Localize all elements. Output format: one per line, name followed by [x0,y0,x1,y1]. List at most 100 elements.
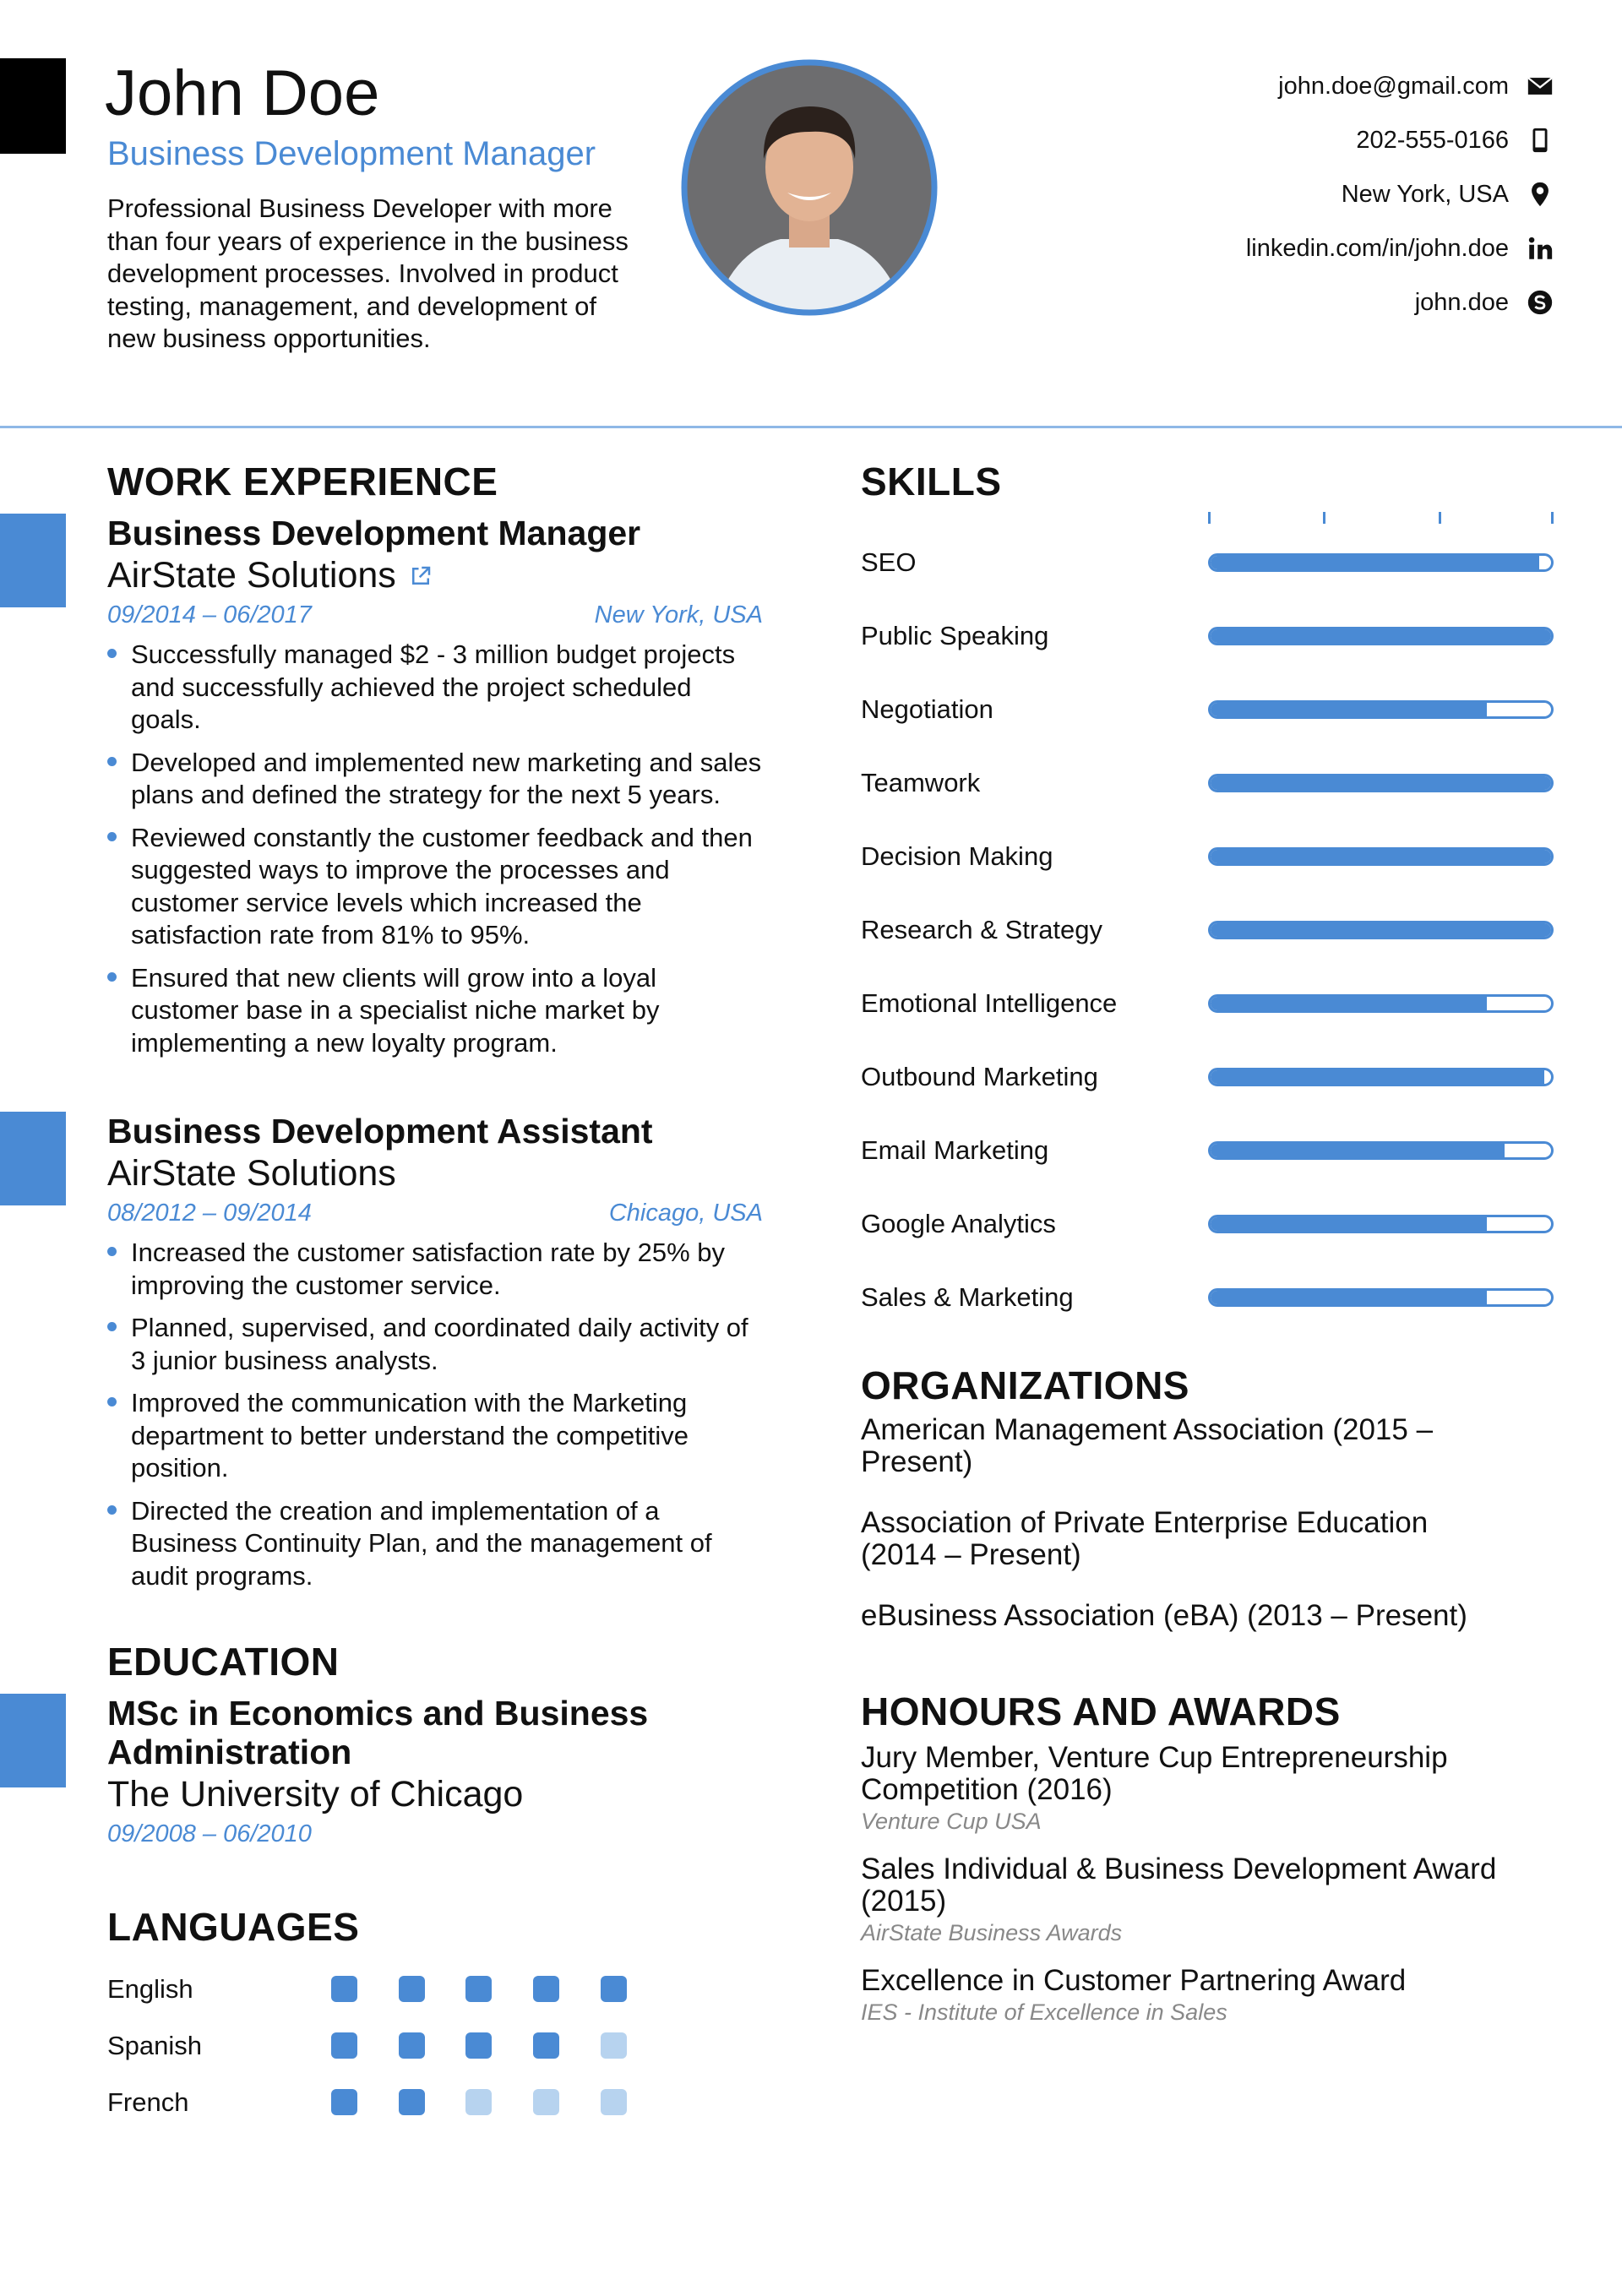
jobs: Business Development Manager AirState Sol… [0,514,763,1592]
skill: Outbound Marketing [861,1062,1098,1091]
job: Business Development Assistant AirState S… [0,1112,763,1592]
award-title: Sales Individual & Business Development … [861,1853,1497,1918]
job: Business Development Manager AirState Sol… [0,514,763,1059]
bullet: Improved the communication with the Mark… [107,1387,763,1485]
skill-list: SEO Public Speaking Negotiation Teamwork Dec… [861,525,1554,1334]
skill-bar [1211,629,1551,643]
skill-track [1208,627,1554,645]
skill-row: Sales & Marketing [861,1260,1554,1334]
award-issuer: IES - Institute of Excellence in Sales [861,1999,1227,2025]
skill-track [1208,847,1554,866]
level-dot [331,2089,357,2115]
job-location: New York, USA [594,601,763,628]
section-heading: SKILLS [861,460,1002,503]
link-icon[interactable] [408,563,433,589]
bullet: Ensured that new clients will grow into … [107,962,763,1060]
award-title: Excellence in Customer Partnering Award [861,1964,1407,1997]
skill-bar [1211,1144,1505,1157]
scale-tick [1551,512,1554,524]
divider [0,426,1622,428]
level-dot [398,2032,425,2059]
level-dot [331,2032,357,2059]
contact-row: New York, USA [963,167,1554,221]
phone-icon [1532,128,1548,153]
skill: Email Marketing [861,1135,1049,1165]
skill-track [1208,1068,1554,1086]
skill: Research & Strategy [861,915,1103,944]
skill-track [1208,1141,1554,1160]
skill-row: Decision Making [861,819,1554,893]
skill-row: Research & Strategy [861,893,1554,966]
contact-row: john.doe@gmail.com [963,59,1554,113]
skill-bar [1211,997,1488,1010]
degree: MSc in Economics and Business Administra… [107,1694,649,1771]
skill-bar [1211,1217,1488,1231]
language-row: French [107,2074,763,2130]
job-meta: 08/2012 – 09/2014 Chicago, USA [107,1196,763,1230]
contacts: john.doe@gmail.com 202-555-0166 New York… [963,59,1554,329]
skill-bar [1211,556,1539,569]
skill-bar [1211,1070,1545,1084]
level-dot [600,2032,627,2059]
organization: eBusiness Association (eBA) (2013 – Pres… [861,1599,1467,1632]
skill-track [1208,994,1554,1013]
level-dot [600,2089,627,2115]
position-title: Business Development Manager [107,514,641,552]
dates: 08/2012 – 09/2014 [107,1200,312,1227]
skill-row: Email Marketing [861,1113,1554,1187]
dates: 09/2008 – 06/2010 [107,1820,312,1847]
skill-bar [1211,923,1551,937]
company: AirState Solutions [107,555,396,596]
skill: Negotiation [861,694,993,724]
job-title: Business Development Manager [107,135,596,172]
email-icon [1527,77,1553,95]
organization-list: American Management Association (2015 – … [861,1414,1554,1632]
level-dot [533,2089,560,2115]
job-meta: 09/2014 – 06/2017 New York, USA [107,598,763,632]
skill: Public Speaking [861,621,1049,650]
bullet-list: Successfully managed $2 - 3 million budg… [107,639,763,1059]
language-list: English Spanish French [107,1961,763,2130]
language: French [107,2087,189,2117]
summary: Professional Business Developer with mor… [107,193,629,353]
scale-tick [1208,512,1211,524]
skill-scale [861,512,1554,525]
company-row: AirState Solutions [107,552,763,598]
language: Spanish [107,2031,203,2060]
skill-track [1208,1215,1554,1233]
language-row: English [107,1961,763,2017]
skill-row: SEO [861,525,1554,599]
skill: Teamwork [861,768,981,797]
skill-row: Google Analytics [861,1187,1554,1260]
skype-icon [1527,290,1553,315]
job-location: Chicago, USA [608,1200,763,1227]
skill-row: Negotiation [861,672,1554,746]
position-title: Business Development Assistant [107,1112,653,1151]
level-dot [465,2032,493,2059]
contact-row: john.doe [963,275,1554,329]
bullet: Increased the customer satisfaction rate… [107,1237,763,1302]
education-list: MSc in Economics and Business Administra… [0,1694,763,1851]
skill-bar [1211,776,1551,790]
accent-square [0,1694,66,1787]
location-icon [1532,182,1549,207]
award: Jury Member, Venture Cup Entrepreneurshi… [861,1742,1520,1836]
school: The University of Chicago [107,1774,524,1814]
level-dot [398,1976,425,2002]
dates: 09/2014 – 06/2017 [107,601,312,628]
contact-row: linkedin.com/in/john.doe [963,221,1554,275]
bullet: Developed and implemented new marketing … [107,747,763,812]
organization: American Management Association (2015 – … [861,1413,1434,1478]
section-heading: WORK EXPERIENCE [107,460,498,503]
skill-row: Public Speaking [861,599,1554,672]
section-heading: EDUCATION [107,1640,340,1684]
location: New York, USA [1341,180,1509,208]
level-dot [398,2089,425,2115]
award-issuer: AirState Business Awards [861,1920,1123,1945]
education-item: MSc in Economics and Business Administra… [0,1694,763,1851]
skill: Emotional Intelligence [861,988,1118,1018]
left-column: WORK EXPERIENCE Business Development Man… [0,456,763,2130]
award-issuer: Venture Cup USA [861,1809,1042,1834]
skill-row: Outbound Marketing [861,1040,1554,1113]
